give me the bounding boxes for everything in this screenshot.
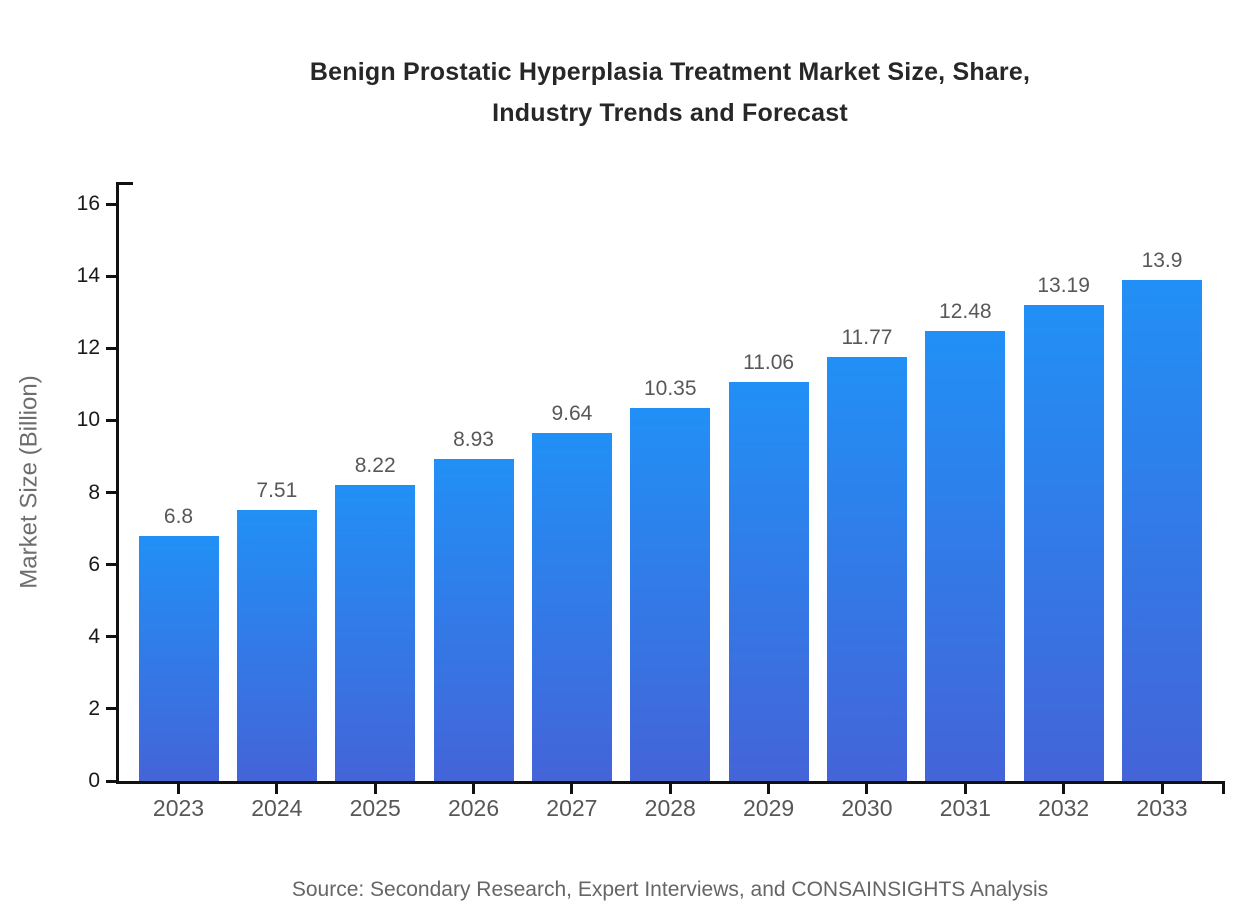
y-axis-spine xyxy=(116,182,119,784)
bar-2023 xyxy=(138,535,219,781)
x-tick xyxy=(275,784,279,794)
y-tick-label: 0 xyxy=(88,769,100,792)
bar-2032 xyxy=(1023,305,1104,781)
y-tick xyxy=(106,418,116,422)
bar-2031 xyxy=(925,330,1006,781)
bar-value-label: 11.06 xyxy=(743,351,795,375)
x-axis-end-cap xyxy=(1222,781,1225,794)
bar-value-label: 9.64 xyxy=(551,402,593,426)
x-tick-label: 2024 xyxy=(251,795,303,821)
x-tick xyxy=(963,784,967,794)
x-tick xyxy=(1062,784,1066,794)
bar-2025 xyxy=(335,484,416,781)
x-tick xyxy=(570,784,574,794)
x-tick xyxy=(767,784,771,794)
y-tick xyxy=(106,707,116,711)
source-note: Source: Secondary Research, Expert Inter… xyxy=(291,878,1049,901)
bar-value-label: 13.9 xyxy=(1141,248,1183,272)
bar-value-label: 6.8 xyxy=(163,504,194,528)
y-tick xyxy=(106,779,116,783)
x-tick xyxy=(865,784,869,794)
x-axis-spine xyxy=(116,781,1225,784)
x-tick-label: 2029 xyxy=(743,795,795,821)
bar-2030 xyxy=(826,356,907,781)
y-tick-label: 10 xyxy=(76,408,100,432)
x-tick-label: 2032 xyxy=(1038,795,1090,821)
bar-2024 xyxy=(236,510,317,781)
y-tick xyxy=(106,491,116,495)
y-tick-label: 4 xyxy=(88,624,100,648)
y-tick-label: 14 xyxy=(76,264,100,288)
x-tick xyxy=(1160,784,1164,794)
bar-value-label: 8.93 xyxy=(453,427,494,451)
x-tick-label: 2027 xyxy=(546,795,598,821)
x-tick-label: 2028 xyxy=(644,795,696,821)
x-tick xyxy=(177,784,180,794)
y-axis-end-cap xyxy=(116,182,133,185)
y-tick xyxy=(106,635,116,639)
y-tick xyxy=(106,274,116,278)
y-tick-label: 8 xyxy=(88,480,100,504)
bar-2028 xyxy=(630,407,711,781)
plot-area: 0 2 4 6 8 10 12 14 16 6.8 2023 7.51 2024 8.22 2025 8.93… xyxy=(77,182,1225,821)
bar-2026 xyxy=(433,458,514,781)
y-tick-label: 2 xyxy=(88,696,100,720)
y-tick-label: 12 xyxy=(76,336,100,360)
x-tick-label: 2026 xyxy=(447,795,500,821)
bar-value-label: 8.22 xyxy=(354,453,396,477)
chart-title: Benign Prostatic Hyperplasia Treatment M… xyxy=(80,52,1260,134)
x-tick-label: 2023 xyxy=(152,795,205,821)
chart-title-line2: Industry Trends and Forecast xyxy=(492,99,848,127)
bar-value-label: 12.48 xyxy=(939,299,992,323)
y-tick xyxy=(106,563,116,567)
x-tick xyxy=(668,784,672,794)
y-tick-label: 6 xyxy=(88,552,100,576)
y-tick xyxy=(106,202,116,206)
x-tick xyxy=(373,784,377,794)
bar-value-label: 7.51 xyxy=(256,479,298,503)
bar-2027 xyxy=(531,433,612,781)
x-tick xyxy=(472,784,476,794)
y-tick xyxy=(106,346,116,350)
x-tick-label: 2030 xyxy=(841,795,893,821)
bar-2029 xyxy=(728,382,809,781)
x-tick-label: 2025 xyxy=(349,795,401,821)
bar-value-label: 10.35 xyxy=(643,376,697,400)
bar-value-label: 11.77 xyxy=(841,325,893,349)
bar-2033 xyxy=(1122,279,1202,781)
x-tick-label: 2031 xyxy=(939,795,991,821)
bar-value-label: 13.19 xyxy=(1037,274,1090,298)
y-tick-label: 16 xyxy=(76,192,100,216)
chart-title-line1: Benign Prostatic Hyperplasia Treatment M… xyxy=(309,58,1031,86)
x-tick-label: 2033 xyxy=(1136,795,1188,821)
